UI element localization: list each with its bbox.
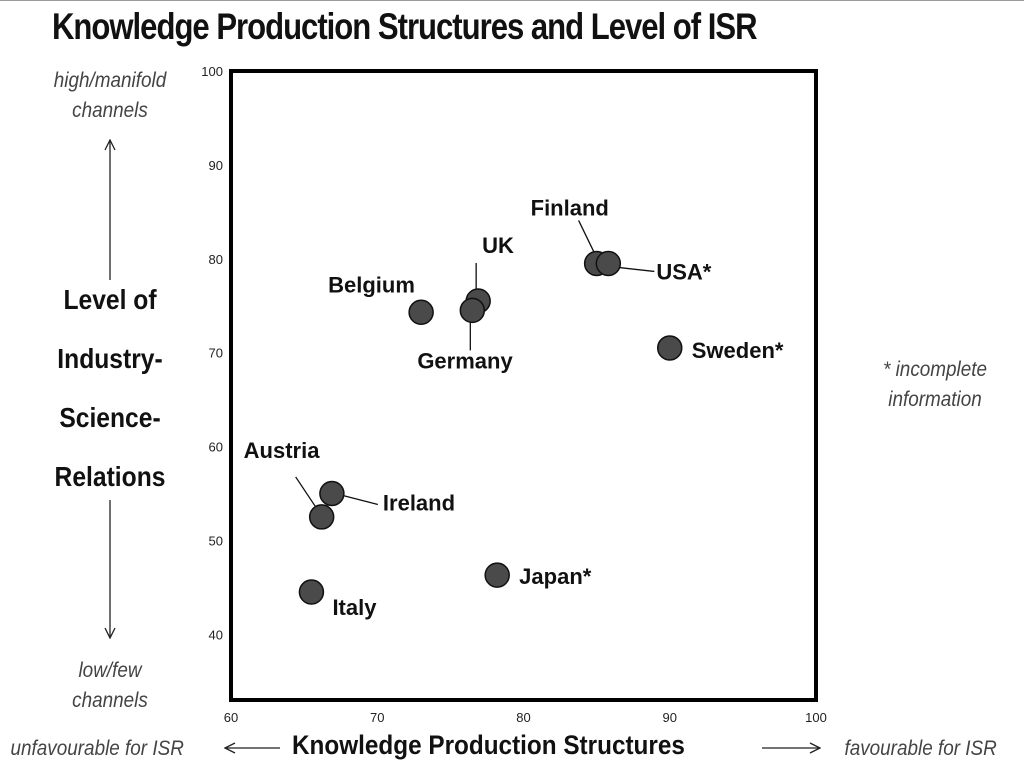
- y-tick-label: 50: [209, 533, 223, 548]
- point-label-germany: Germany: [417, 348, 513, 373]
- x-tick-label: 100: [805, 710, 827, 725]
- x-tick-label: 70: [370, 710, 384, 725]
- x-tick-label: 60: [224, 710, 238, 725]
- leader-line: [618, 266, 655, 273]
- x-right-annotation: favourable for ISR: [844, 737, 997, 760]
- y-tick-label: 40: [209, 627, 223, 642]
- data-point-belgium: [408, 299, 434, 326]
- point-label-uk: UK: [482, 233, 514, 258]
- chart-title: Knowledge Production Structures and Leve…: [52, 6, 758, 47]
- point-label-ireland: Ireland: [383, 490, 455, 515]
- y-axis-label-line-4: Relations: [54, 461, 166, 492]
- y-axis-label-line-1: Level of: [63, 284, 157, 315]
- x-axis-label: Knowledge Production Structures: [292, 730, 685, 760]
- data-point-ireland: [319, 480, 345, 507]
- y-axis-label-line-3: Science-: [59, 402, 161, 433]
- y-high-line-2: channels: [72, 99, 148, 122]
- data-point-austria: [308, 504, 335, 530]
- x-tick-label: 90: [663, 710, 677, 725]
- incomplete-note: * incomplete information: [877, 355, 994, 415]
- point-label-sweden: Sweden*: [692, 338, 784, 363]
- plot-frame: [229, 69, 818, 702]
- point-label-finland: Finland: [531, 195, 609, 220]
- note-line-2: information: [888, 388, 982, 411]
- leader-line: [578, 220, 596, 254]
- y-low-annotation: low/few channels: [47, 656, 173, 716]
- data-point-usa: [595, 250, 622, 277]
- y-high-line-1: high/manifold: [53, 69, 167, 92]
- point-label-japan: Japan*: [519, 564, 592, 589]
- data-point-sweden: [657, 335, 683, 361]
- point-label-usa: USA*: [656, 259, 711, 284]
- top-divider: [0, 0, 1024, 1]
- y-low-line-1: low/few: [78, 659, 142, 682]
- y-low-line-2: channels: [72, 689, 148, 712]
- y-tick-label: 80: [209, 252, 223, 267]
- y-tick-label: 60: [209, 440, 223, 455]
- point-label-italy: Italy: [332, 595, 377, 620]
- x-left-annotation: unfavourable for ISR: [10, 737, 184, 760]
- note-line-1: * incomplete: [882, 358, 988, 381]
- leader-line: [295, 476, 317, 508]
- point-label-austria: Austria: [244, 438, 321, 463]
- y-high-annotation: high/manifold channels: [47, 66, 173, 126]
- leader-line: [342, 494, 379, 506]
- y-tick-label: 70: [209, 346, 223, 361]
- data-point-germany: [459, 297, 486, 324]
- y-tick-label: 90: [209, 158, 223, 173]
- x-tick-label: 80: [516, 710, 530, 725]
- y-tick-label: 100: [201, 64, 223, 79]
- point-label-belgium: Belgium: [328, 272, 415, 297]
- data-point-japan: [484, 562, 510, 588]
- y-axis-label-line-2: Industry-: [57, 343, 163, 374]
- data-point-italy: [298, 579, 325, 605]
